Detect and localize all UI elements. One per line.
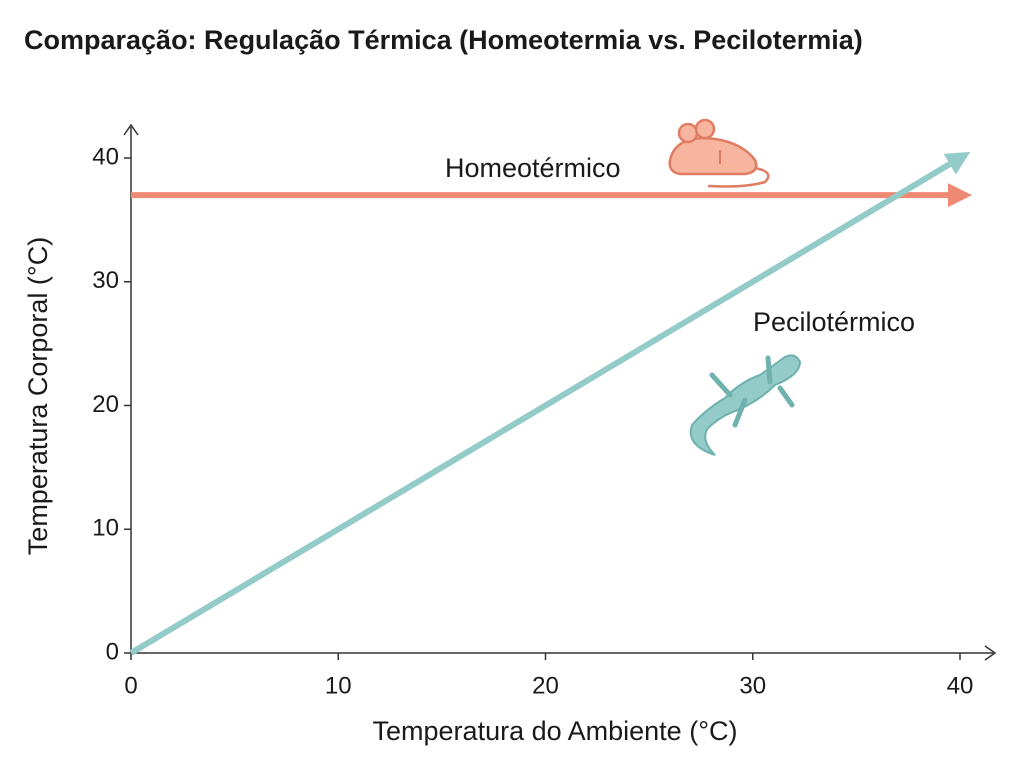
- series-line: [129, 151, 971, 656]
- y-tick-label: 0: [106, 638, 119, 665]
- x-tick-label: 10: [325, 672, 352, 699]
- x-tick-label: 40: [947, 672, 974, 699]
- y-tick-label: 20: [92, 391, 119, 418]
- y-tick-label: 10: [92, 515, 119, 542]
- x-tick-label: 0: [124, 672, 137, 699]
- x-axis-arrow: [984, 645, 997, 661]
- x-axis-label: Temperatura do Ambiente (°C): [373, 716, 738, 746]
- series-label: Homeotérmico: [445, 153, 621, 183]
- mouse-icon: [668, 118, 770, 188]
- chart-title: Comparação: Regulação Térmica (Homeoterm…: [24, 25, 863, 55]
- y-axis-arrow: [123, 123, 139, 136]
- y-tick-label: 40: [92, 143, 119, 170]
- x-tick-label: 30: [739, 672, 766, 699]
- lizard-icon: [689, 354, 802, 456]
- x-tick-label: 20: [532, 672, 559, 699]
- series-label: Pecilotérmico: [753, 307, 915, 337]
- y-axis-label: Temperatura Corporal (°C): [23, 237, 53, 555]
- y-tick-label: 30: [92, 267, 119, 294]
